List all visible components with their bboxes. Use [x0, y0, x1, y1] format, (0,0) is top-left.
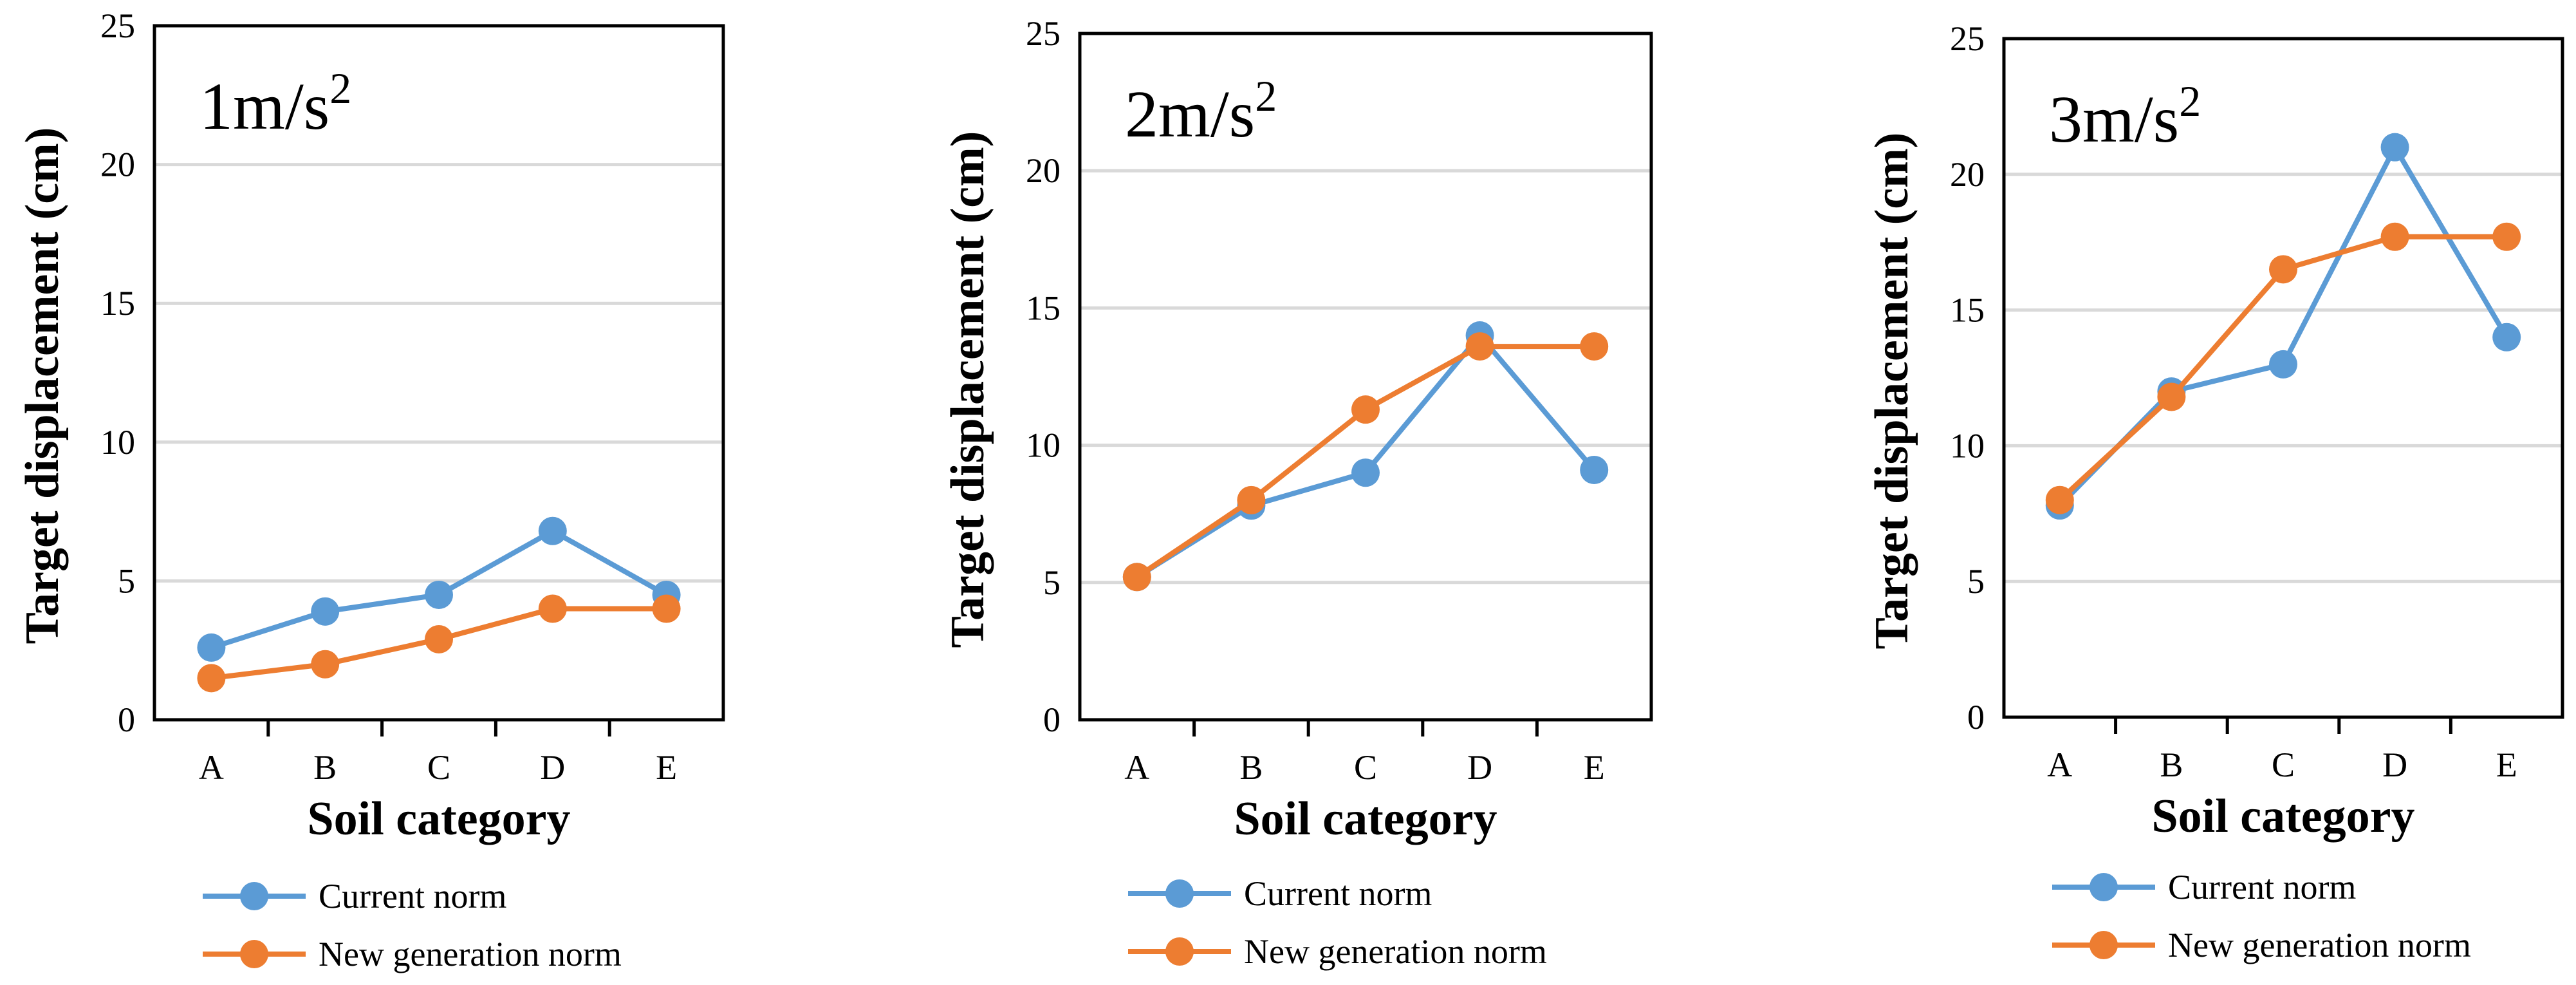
x-axis-title: Soil category: [308, 793, 571, 845]
data-point: [197, 664, 226, 693]
panel-title-base: 3m/s: [2049, 82, 2179, 156]
y-tick-label: 25: [1026, 14, 1061, 53]
y-tick-label: 15: [100, 284, 135, 323]
x-tick-label: A: [199, 748, 224, 787]
x-tick-label: B: [1239, 748, 1263, 787]
legend-label: Current norm: [1244, 874, 1432, 913]
x-tick-label: B: [2160, 746, 2183, 784]
data-point: [425, 580, 453, 609]
x-tick-label: D: [540, 748, 565, 787]
data-point: [2269, 350, 2297, 379]
data-point: [1580, 332, 1609, 361]
x-axis-title: Soil category: [1234, 793, 1497, 845]
data-point: [2492, 323, 2521, 352]
x-tick-label: E: [2496, 746, 2517, 784]
x-tick-label: A: [1124, 748, 1149, 787]
data-point: [1122, 563, 1151, 592]
plot-frame: [1078, 32, 1653, 722]
y-tick-label: 10: [1026, 426, 1061, 465]
y-tick-label: 5: [1043, 563, 1061, 602]
y-tick-label: 10: [1950, 426, 1985, 465]
x-axis-title: Soil category: [2152, 790, 2415, 843]
x-tick-label: E: [656, 748, 677, 787]
x-tick-label: D: [1467, 748, 1492, 787]
y-tick-label: 15: [1026, 288, 1061, 327]
y-tick-label: 10: [100, 423, 135, 462]
x-tick-label: D: [2382, 746, 2407, 784]
x-tick-label: B: [313, 748, 337, 787]
y-axis-title: Target displacement (cm): [16, 127, 69, 644]
data-point: [1351, 458, 1380, 487]
series-line-1: [2057, 144, 2509, 507]
data-point: [311, 597, 340, 626]
y-tick-label: 5: [118, 561, 135, 600]
data-point: [652, 594, 681, 623]
x-tick-label: C: [427, 748, 450, 787]
panel-title: 3m/s2: [2049, 77, 2201, 156]
x-tick-label: C: [1354, 748, 1377, 787]
data-point: [2269, 255, 2297, 284]
data-point: [197, 633, 226, 662]
legend-marker: [2090, 873, 2118, 901]
plot-frame: [153, 24, 725, 722]
panel-title-superscript: 2: [2179, 77, 2201, 126]
data-point: [425, 624, 453, 653]
y-tick-label: 20: [1950, 155, 1985, 194]
legend-marker: [240, 882, 268, 910]
legend-label: Current norm: [319, 877, 506, 915]
legend-marker: [240, 940, 268, 968]
panel-title: 2m/s2: [1125, 71, 1277, 151]
plot-frame: [2002, 37, 2564, 719]
y-tick-label: 15: [1950, 291, 1985, 330]
data-point: [1351, 395, 1380, 424]
data-point: [538, 516, 567, 545]
legend-label: Current norm: [2168, 868, 2356, 906]
legend-marker: [2090, 931, 2118, 959]
data-point: [538, 594, 567, 623]
data-point: [1580, 455, 1609, 484]
panel-title: 1m/s2: [199, 64, 351, 144]
x-tick-label: C: [2272, 746, 2295, 784]
data-point: [2492, 222, 2521, 251]
legend-marker: [1165, 879, 1194, 908]
x-tick-label: E: [1584, 748, 1605, 787]
legend-label: New generation norm: [1244, 932, 1547, 971]
y-tick-label: 0: [1043, 700, 1061, 739]
data-point: [1237, 485, 1266, 514]
panel-title-base: 1m/s: [199, 70, 329, 144]
y-tick-label: 25: [100, 6, 135, 45]
y-axis-title: Target displacement (cm): [941, 131, 994, 648]
y-tick-label: 25: [1950, 19, 1985, 58]
data-point: [1465, 332, 1494, 361]
legend-label: New generation norm: [319, 935, 622, 973]
panel-title-base: 2m/s: [1125, 77, 1255, 151]
panel-title-superscript: 2: [1255, 71, 1277, 120]
chart-panel-1: 0 5 10 15 20 25 A B C D E Soil category Target displ…: [16, 6, 725, 973]
data-point: [2380, 133, 2409, 162]
data-point: [2045, 485, 2074, 514]
y-tick-label: 0: [1967, 698, 1985, 736]
y-tick-label: 5: [1967, 562, 1985, 601]
panel-title-superscript: 2: [329, 64, 351, 113]
y-axis-title: Target displacement (cm): [1866, 133, 1918, 650]
x-tick-label: A: [2047, 746, 2072, 784]
y-tick-label: 20: [100, 145, 135, 184]
legend-marker: [1165, 937, 1194, 966]
series-line-1: [1135, 333, 1597, 579]
y-tick-label: 20: [1026, 151, 1061, 190]
y-tick-label: 0: [118, 700, 135, 739]
chart-panel-2: 0 5 10 15 20 25 A B C D E Soil category Target displ…: [941, 14, 1653, 971]
data-point: [311, 650, 340, 679]
legend-label: New generation norm: [2168, 926, 2471, 964]
data-point: [2157, 382, 2186, 411]
data-point: [2380, 222, 2409, 251]
chart-panel-3: 0 5 10 15 20 25 A B C D E Soil category Target displ…: [1866, 19, 2564, 964]
